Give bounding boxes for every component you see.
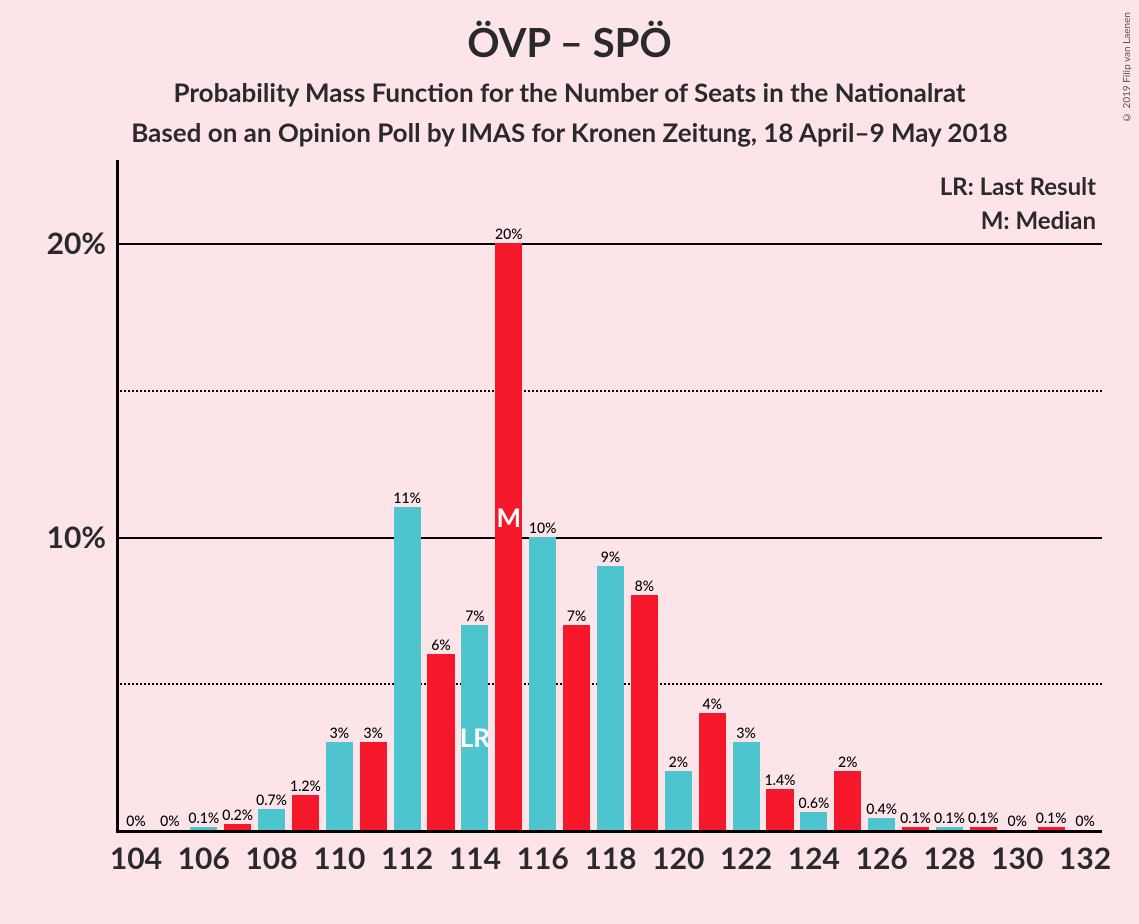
bar-label: 0%: [1065, 812, 1104, 829]
bar-label: 2%: [828, 753, 867, 770]
bar-cyan: [597, 566, 624, 830]
x-tick-label: 130: [983, 840, 1051, 876]
bar-red: [292, 795, 319, 830]
bar-red: [766, 789, 793, 830]
y-axis: [116, 160, 119, 830]
chart-subtitle-1: Probability Mass Function for the Number…: [0, 76, 1139, 108]
bar-red: [699, 713, 726, 830]
x-tick-label: 122: [712, 840, 780, 876]
x-tick-label: 132: [1051, 840, 1119, 876]
bar-red: [902, 827, 929, 830]
bar-label: 0.6%: [794, 794, 833, 811]
legend-median: M: Median: [981, 206, 1096, 235]
bar-label: 0.1%: [896, 809, 935, 826]
x-tick-label: 124: [780, 840, 848, 876]
x-axis: [116, 830, 1102, 833]
bar-cyan: [326, 742, 353, 830]
bar-red: [427, 654, 454, 830]
x-tick-label: 108: [238, 840, 306, 876]
bar-cyan: [936, 827, 963, 830]
x-tick-label: 126: [848, 840, 916, 876]
bar-cyan: [529, 537, 556, 830]
bar-label: 1.2%: [286, 777, 325, 794]
grid-major: [116, 537, 1102, 539]
chart-subtitle-2: Based on an Opinion Poll by IMAS for Kro…: [0, 116, 1139, 148]
grid-minor: [116, 390, 1102, 392]
bar-red: [495, 243, 522, 830]
bar-red: [1038, 827, 1065, 830]
bar-label: 20%: [489, 225, 528, 242]
x-tick-label: 114: [441, 840, 509, 876]
y-tick-label: 20%: [26, 225, 106, 261]
bar-cyan: [868, 818, 895, 830]
bar-cyan: [800, 812, 827, 830]
bar-label: 0.7%: [252, 791, 291, 808]
bar-label: 1.4%: [760, 771, 799, 788]
bar-label: 7%: [557, 607, 596, 624]
bar-label: 2%: [659, 753, 698, 770]
x-tick-label: 106: [170, 840, 238, 876]
x-tick-label: 112: [373, 840, 441, 876]
marker-last-result: LR: [455, 721, 494, 753]
marker-median: M: [489, 501, 528, 533]
y-tick-label: 10%: [26, 519, 106, 555]
bar-label: 4%: [693, 695, 732, 712]
copyright-text: © 2019 Filip van Laenen: [1121, 12, 1133, 123]
bar-cyan: [665, 771, 692, 830]
legend-last-result: LR: Last Result: [940, 172, 1096, 201]
chart-title: ÖVP – SPÖ: [0, 18, 1139, 66]
bar-red: [834, 771, 861, 830]
bar-red: [631, 595, 658, 830]
bar-label: 0.1%: [964, 809, 1003, 826]
bar-cyan: [190, 827, 217, 830]
bar-red: [360, 742, 387, 830]
bar-label: 3%: [727, 724, 766, 741]
bar-cyan: [394, 507, 421, 830]
bar-red: [563, 625, 590, 830]
x-tick-label: 128: [916, 840, 984, 876]
bar-label: 0%: [150, 812, 189, 829]
grid-major: [116, 243, 1102, 245]
bar-label: 3%: [354, 724, 393, 741]
bar-label: 10%: [523, 519, 562, 536]
bar-red: [970, 827, 997, 830]
bar-label: 7%: [455, 607, 494, 624]
bar-cyan: [258, 809, 285, 830]
bar-label: 8%: [625, 577, 664, 594]
bar-label: 11%: [388, 489, 427, 506]
bar-label: 0.2%: [218, 806, 257, 823]
x-tick-label: 120: [644, 840, 712, 876]
bar-label: 6%: [421, 636, 460, 653]
x-tick-label: 110: [305, 840, 373, 876]
bar-label: 9%: [591, 548, 630, 565]
x-tick-label: 104: [102, 840, 170, 876]
plot-area: 0%0.1%0.7%3%11%7%10%9%2%3%0.6%0.4%0.1%0%…: [116, 170, 1102, 830]
x-tick-label: 116: [509, 840, 577, 876]
bar-cyan: [733, 742, 760, 830]
x-tick-label: 118: [577, 840, 645, 876]
bar-red: [224, 824, 251, 830]
